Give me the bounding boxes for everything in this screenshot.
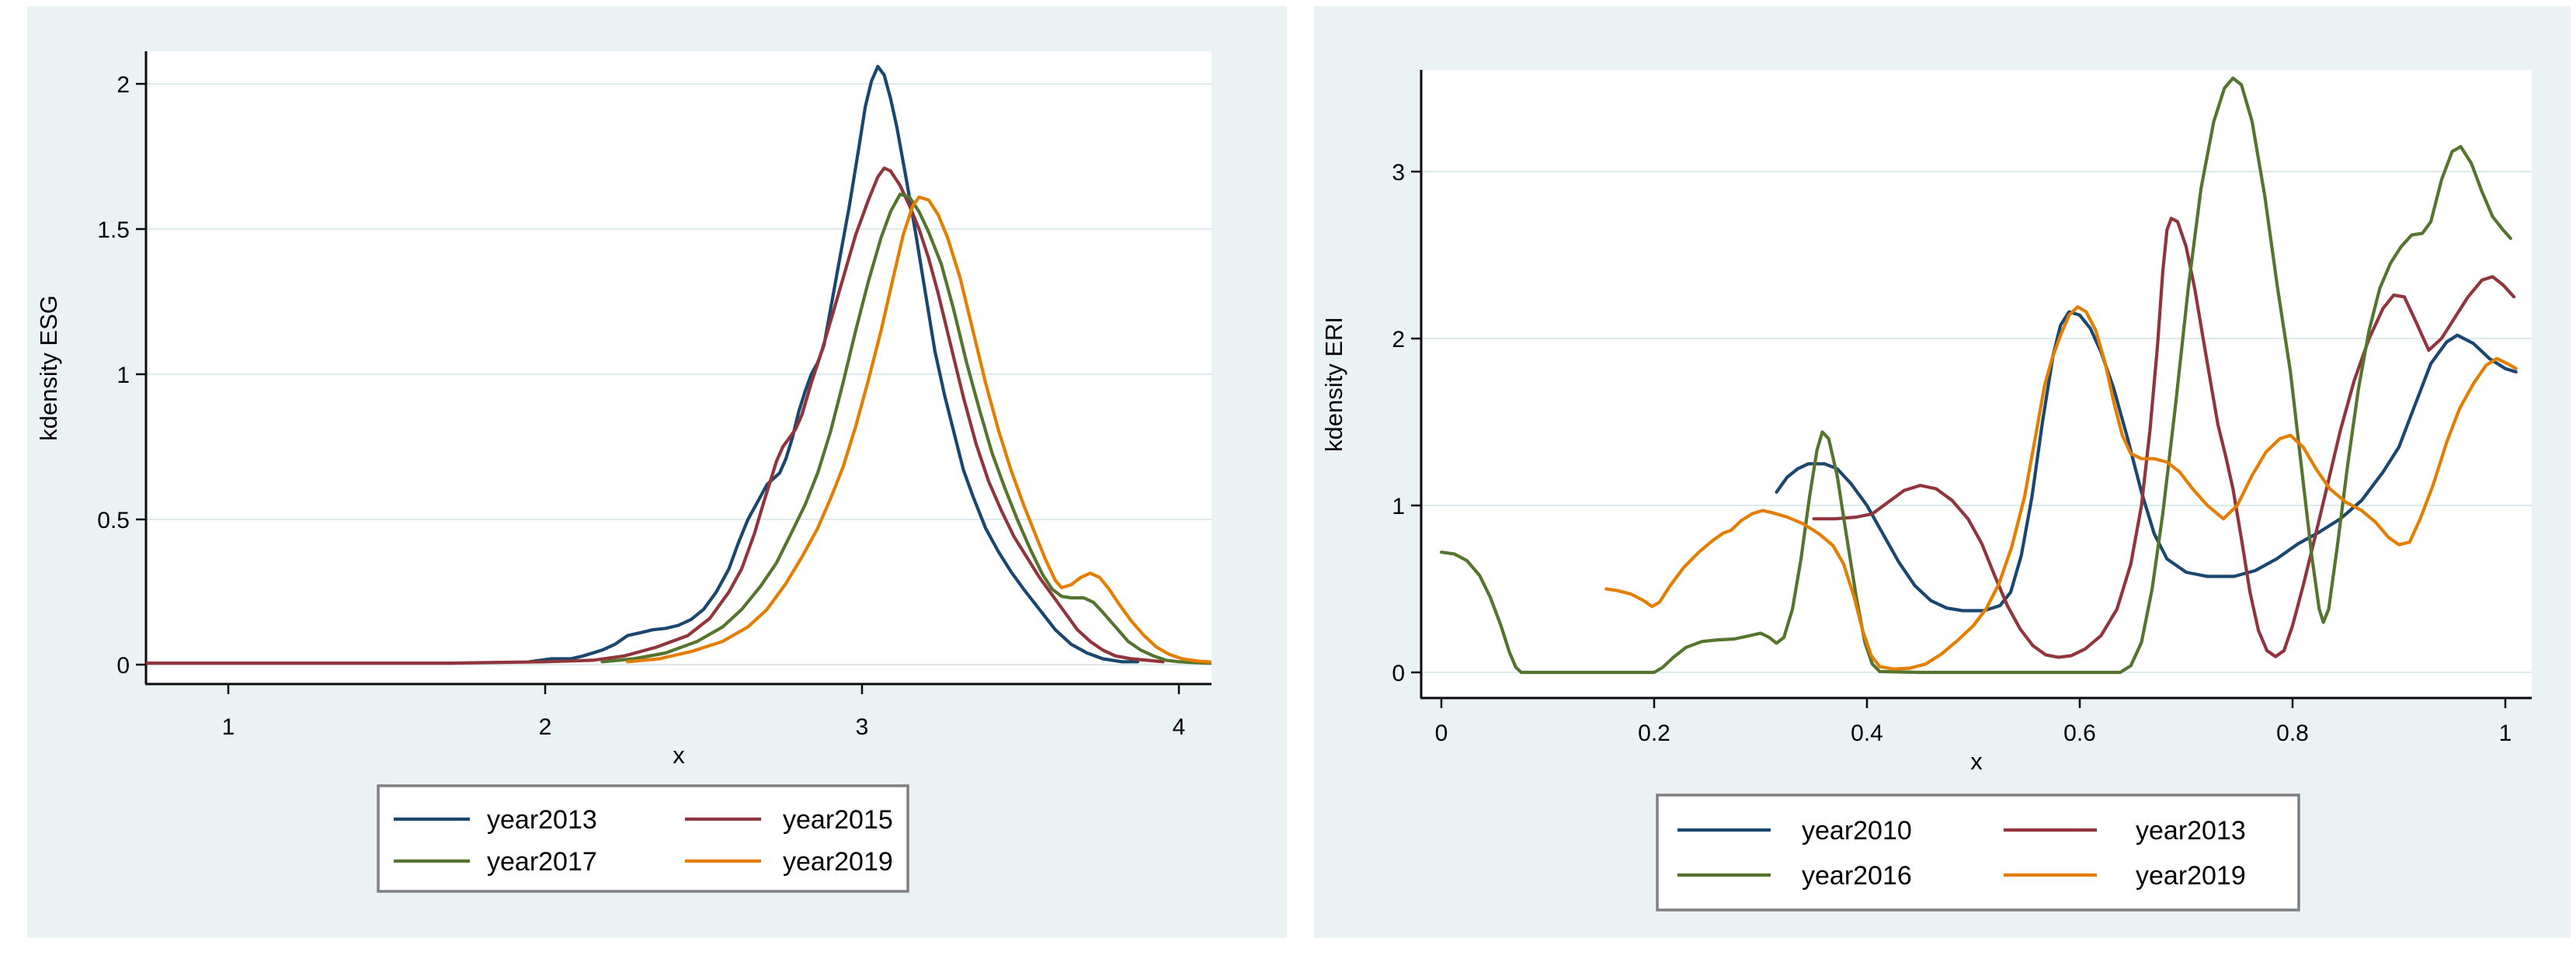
legend-label-year2017: year2017 [487, 847, 597, 877]
legend-label-year2015: year2015 [783, 805, 893, 835]
esg-density-chart-panel: year2019 year2017 year2015 year2013 4 3 2 1 2 1.5… [27, 6, 1287, 942]
x-tick-label-0.6: 0.6 [2063, 721, 2096, 746]
density-curve-year2016 [1439, 76, 2512, 675]
density-curve-year2019 [1604, 305, 2518, 671]
x-tick-label-0.2: 0.2 [1638, 721, 1670, 746]
y-tick-label-0.5: 0.5 [97, 508, 130, 533]
legend-label-year2010: year2010 [1802, 816, 1912, 846]
y-tick-label-0: 0 [116, 653, 130, 679]
esg-density-chart: year2019 year2017 year2015 year2013 4 3 2 1 2 1.5… [27, 6, 1287, 938]
legend-box [1656, 794, 2300, 912]
density-curve-year2013 [527, 64, 1140, 664]
x-tick-label-0.4: 0.4 [1851, 721, 1883, 746]
eri-x-axis-title: x [1970, 748, 1983, 775]
x-tick-label-0.8: 0.8 [2276, 721, 2309, 746]
x-tick-label-1: 1 [222, 714, 235, 740]
y-tick-label-1: 1 [116, 363, 130, 388]
density-curve-year2017 [600, 193, 1212, 665]
x-tick-label-4: 4 [1173, 714, 1186, 740]
x-tick-label-3: 3 [856, 714, 869, 740]
density-curve-year2010 [1775, 310, 2518, 613]
esg-y-axis-title: kdensity ESG [35, 295, 62, 441]
density-curve-year2019 [625, 195, 1212, 664]
plot-area [1421, 70, 2532, 698]
legend-box [377, 784, 909, 893]
eri-y-axis-title: kdensity ERI [1320, 317, 1347, 452]
y-tick-label-2: 2 [1392, 327, 1405, 353]
density-curve-year2015 [146, 166, 1165, 665]
legend-label-year2019: year2019 [2136, 861, 2246, 891]
legend-label-year2013: year2013 [2136, 816, 2246, 846]
y-tick-label-1: 1 [1392, 494, 1405, 519]
x-tick-label-2: 2 [539, 714, 552, 740]
eri-density-chart: year2019 year2016 year2013 year2010 1 0.8 0.6 0… [1314, 6, 2571, 938]
legend-label-year2016: year2016 [1802, 861, 1912, 891]
eri-density-chart-panel: year2019 year2016 year2013 year2010 1 0.8 0.6 0… [1314, 6, 2571, 942]
density-curve-year2013 [1812, 217, 2516, 659]
y-tick-label-1.5: 1.5 [97, 217, 130, 243]
x-tick-label-0: 0 [1435, 721, 1448, 746]
plot-area [146, 51, 1212, 684]
y-tick-label-2: 2 [116, 72, 130, 98]
esg-x-axis-title: x [673, 741, 685, 769]
legend-label-year2019: year2019 [783, 847, 893, 877]
x-tick-label-1: 1 [2499, 721, 2512, 746]
y-tick-label-0: 0 [1392, 661, 1405, 686]
y-tick-label-3: 3 [1392, 160, 1405, 186]
legend-label-year2013: year2013 [487, 805, 597, 835]
